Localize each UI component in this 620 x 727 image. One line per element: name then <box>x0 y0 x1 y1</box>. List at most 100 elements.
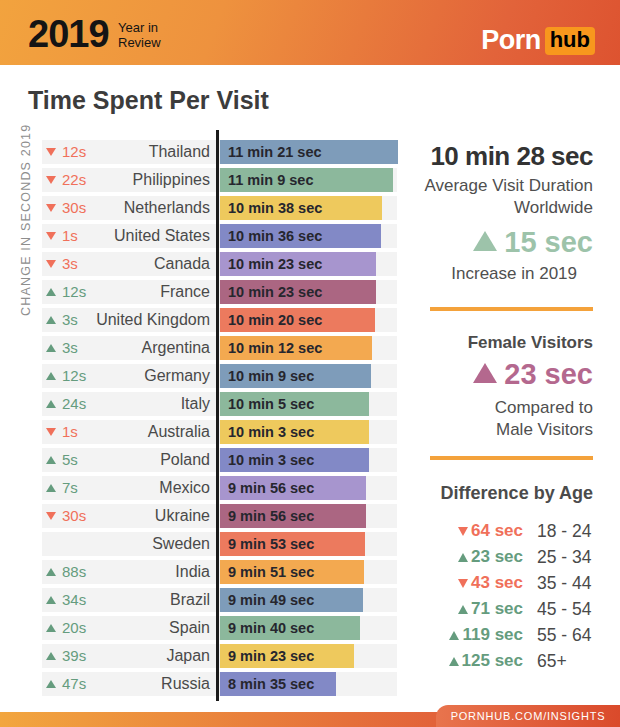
country-label: Canada <box>80 252 210 276</box>
country-row: 47sRussia8 min 35 sec <box>0 672 620 696</box>
country-label: Thailand <box>80 140 210 164</box>
down-triangle-icon <box>46 260 56 268</box>
duration-value: 10 min 3 sec <box>220 420 369 444</box>
up-triangle-icon <box>46 596 56 604</box>
duration-bar: 10 min 3 sec <box>220 420 369 444</box>
up-triangle-icon <box>458 605 468 614</box>
country-label: United States <box>80 224 210 248</box>
duration-bar: 10 min 9 sec <box>220 364 371 388</box>
country-label: Brazil <box>80 588 210 612</box>
duration-value: 10 min 23 sec <box>220 280 376 304</box>
duration-value: 10 min 3 sec <box>220 448 369 472</box>
change-value: 3s <box>46 308 78 332</box>
duration-value: 9 min 56 sec <box>220 504 366 528</box>
down-triangle-icon <box>458 527 468 536</box>
duration-bar: 9 min 51 sec <box>220 560 364 584</box>
age-change-value: 64 sec <box>420 518 523 544</box>
down-triangle-icon <box>46 428 56 436</box>
duration-value: 11 min 9 sec <box>220 168 393 192</box>
duration-bar: 9 min 49 sec <box>220 588 363 612</box>
up-triangle-icon <box>46 624 56 632</box>
country-label: United Kingdom <box>80 308 210 332</box>
country-label: Philippines <box>80 168 210 192</box>
duration-bar: 10 min 36 sec <box>220 224 381 248</box>
down-triangle-icon <box>458 579 468 588</box>
duration-value: 9 min 49 sec <box>220 588 363 612</box>
duration-value: 11 min 21 sec <box>220 140 398 164</box>
divider-line <box>430 456 593 460</box>
worldwide-change-caption: Increase in 2019 <box>420 264 593 284</box>
country-label: Sweden <box>80 532 210 556</box>
age-change-value: 43 sec <box>420 570 523 596</box>
change-value: 3s <box>46 252 78 276</box>
duration-bar: 9 min 53 sec <box>220 532 365 556</box>
country-label: France <box>80 280 210 304</box>
age-row: 71 sec45 - 54 <box>420 596 600 622</box>
infographic-page: 2019 Year in Review Porn hub Time Spent … <box>0 0 620 727</box>
divider-line <box>430 307 593 311</box>
up-triangle-icon <box>458 553 468 562</box>
up-triangle-icon <box>46 652 56 660</box>
age-range-label: 55 - 64 <box>537 622 591 648</box>
change-value: 1s <box>46 224 78 248</box>
change-value: 1s <box>46 420 78 444</box>
country-label: Germany <box>80 364 210 388</box>
age-row: 43 sec 35 - 44 <box>420 570 600 596</box>
duration-value: 10 min 12 sec <box>220 336 372 360</box>
duration-bar: 11 min 21 sec <box>220 140 398 164</box>
duration-bar: 9 min 23 sec <box>220 644 354 668</box>
up-triangle-icon <box>46 400 56 408</box>
duration-bar: 10 min 12 sec <box>220 336 372 360</box>
up-triangle-icon <box>46 344 56 352</box>
country-label: Japan <box>80 644 210 668</box>
country-label: Ukraine <box>80 504 210 528</box>
duration-value: 9 min 53 sec <box>220 532 365 556</box>
duration-bar: 9 min 56 sec <box>220 504 366 528</box>
country-label: India <box>80 560 210 584</box>
age-change-value: 125 sec <box>420 648 523 674</box>
age-range-label: 18 - 24 <box>537 518 591 544</box>
country-label: Russia <box>80 672 210 696</box>
country-label: Australia <box>80 420 210 444</box>
duration-value: 8 min 35 sec <box>220 672 336 696</box>
country-label: Netherlands <box>80 196 210 220</box>
header-banner: 2019 Year in Review Porn hub <box>0 0 620 65</box>
change-value: 5s <box>46 448 78 472</box>
country-label: Mexico <box>80 476 210 500</box>
up-triangle-icon <box>449 631 459 640</box>
duration-value: 10 min 9 sec <box>220 364 371 388</box>
duration-value: 10 min 36 sec <box>220 224 381 248</box>
country-row: 5sPoland10 min 3 sec <box>0 448 620 472</box>
up-triangle-icon <box>473 231 497 251</box>
duration-bar: 10 min 23 sec <box>220 252 376 276</box>
age-row: 64 sec 18 - 24 <box>420 518 600 544</box>
age-range-label: 35 - 44 <box>537 570 591 596</box>
duration-value: 9 min 40 sec <box>220 616 360 640</box>
worldwide-average-caption: Average Visit Duration Worldwide <box>420 175 593 219</box>
up-triangle-icon <box>473 363 497 383</box>
down-triangle-icon <box>46 232 56 240</box>
country-row: 3sUnited Kingdom 10 min 20 sec <box>0 308 620 332</box>
year-label: 2019 <box>28 13 109 56</box>
insights-ribbon: PORNHUB.COM/INSIGHTS <box>436 705 620 727</box>
duration-bar: 10 min 3 sec <box>220 448 369 472</box>
female-change-caption: Compared to Male Visitors <box>420 397 593 441</box>
chart-axis-line <box>216 130 219 701</box>
worldwide-average-value: 10 min 28 sec <box>400 141 593 172</box>
duration-value: 10 min 5 sec <box>220 392 369 416</box>
female-change: 23 sec <box>420 358 593 391</box>
up-triangle-icon <box>46 372 56 380</box>
year-in-review-label: Year in Review <box>118 20 161 50</box>
down-triangle-icon <box>46 512 56 520</box>
age-change-value: 71 sec <box>420 596 523 622</box>
duration-value: 9 min 51 sec <box>220 560 364 584</box>
duration-bar: 9 min 40 sec <box>220 616 360 640</box>
down-triangle-icon <box>46 204 56 212</box>
duration-bar: 10 min 5 sec <box>220 392 369 416</box>
down-triangle-icon <box>46 176 56 184</box>
duration-value: 10 min 20 sec <box>220 308 375 332</box>
duration-bar: 10 min 23 sec <box>220 280 376 304</box>
up-triangle-icon <box>46 316 56 324</box>
age-row: 119 sec55 - 64 <box>420 622 600 648</box>
duration-value: 10 min 23 sec <box>220 252 376 276</box>
